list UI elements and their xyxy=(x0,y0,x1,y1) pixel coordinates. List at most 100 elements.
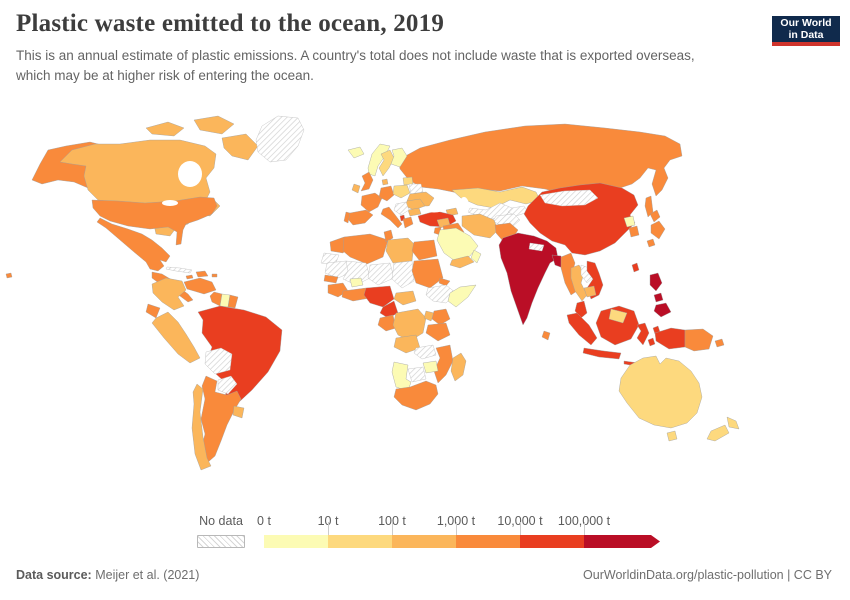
country-peru[interactable] xyxy=(151,311,201,364)
country-uganda[interactable] xyxy=(423,310,435,322)
country-zimbabwe[interactable] xyxy=(422,360,439,374)
country-spain[interactable] xyxy=(346,209,374,226)
country-madagascar[interactable] xyxy=(450,352,467,382)
country-belarus[interactable] xyxy=(408,183,424,195)
country-tasmania[interactable] xyxy=(666,430,678,442)
country-japan-kyushu[interactable] xyxy=(646,238,656,248)
country-japan-hokkaido[interactable] xyxy=(649,209,661,223)
country-niger[interactable] xyxy=(367,262,395,286)
country-france[interactable] xyxy=(360,192,383,213)
country-argentina[interactable] xyxy=(200,375,242,464)
country-hispaniola[interactable] xyxy=(195,270,209,278)
country-mexico[interactable] xyxy=(96,217,171,272)
country-south-africa[interactable] xyxy=(393,380,439,411)
country-nepal[interactable] xyxy=(528,242,545,252)
country-north-korea[interactable] xyxy=(623,215,636,228)
country-saudi-arabia[interactable] xyxy=(436,227,479,262)
country-canada-arctic-1[interactable] xyxy=(145,121,185,137)
country-india[interactable] xyxy=(498,232,559,326)
country-paraguay[interactable] xyxy=(217,375,238,395)
country-sweden[interactable] xyxy=(378,149,395,177)
country-south-korea[interactable] xyxy=(628,225,640,238)
legend-bucket-5[interactable] xyxy=(584,535,660,548)
country-new-zealand-north[interactable] xyxy=(726,416,740,430)
country-venezuela[interactable] xyxy=(183,277,217,295)
country-uruguay[interactable] xyxy=(232,405,245,419)
legend-no-data-swatch[interactable] xyxy=(197,535,245,548)
country-denmark[interactable] xyxy=(381,178,389,186)
country-libya[interactable] xyxy=(385,237,415,264)
country-puerto-rico[interactable] xyxy=(211,273,218,278)
country-indonesia-java[interactable] xyxy=(582,347,622,360)
country-congo-gabon[interactable] xyxy=(377,314,397,332)
country-indonesia-moluccas-2[interactable] xyxy=(647,337,656,347)
country-canada-arctic-2[interactable] xyxy=(193,115,235,135)
country-papua-new-guinea[interactable] xyxy=(684,328,714,352)
country-namibia[interactable] xyxy=(391,361,412,392)
country-italy[interactable] xyxy=(380,206,403,229)
country-sudan[interactable] xyxy=(411,258,444,289)
country-finland[interactable] xyxy=(390,147,408,168)
country-mongolia[interactable] xyxy=(539,189,599,207)
country-botswana[interactable] xyxy=(407,366,427,383)
country-colombia[interactable] xyxy=(151,277,187,311)
country-tunisia[interactable] xyxy=(383,229,394,243)
country-taiwan[interactable] xyxy=(631,262,640,273)
country-new-zealand-south[interactable] xyxy=(706,424,730,442)
country-cambodia[interactable] xyxy=(583,285,597,298)
country-indonesia-borneo[interactable] xyxy=(595,305,640,346)
country-egypt[interactable] xyxy=(411,239,438,261)
country-oman[interactable] xyxy=(470,249,482,264)
legend-bucket-0[interactable] xyxy=(264,535,328,548)
owid-logo[interactable]: Our World in Data xyxy=(772,16,840,46)
country-senegal[interactable] xyxy=(323,274,339,284)
country-iran[interactable] xyxy=(461,213,499,239)
country-indonesia-sumatra[interactable] xyxy=(566,312,598,346)
country-philippines-mindanao[interactable] xyxy=(653,302,672,318)
country-central-african-republic[interactable] xyxy=(393,290,417,306)
country-ecuador[interactable] xyxy=(145,303,161,319)
country-usa[interactable] xyxy=(91,196,218,246)
country-somalia[interactable] xyxy=(447,284,477,308)
country-uk[interactable] xyxy=(360,171,374,192)
country-brunei[interactable] xyxy=(608,308,628,324)
country-portugal[interactable] xyxy=(343,211,351,224)
country-algeria[interactable] xyxy=(342,233,389,265)
country-greece[interactable] xyxy=(402,216,414,229)
country-new-britain[interactable] xyxy=(714,338,725,348)
country-zambia[interactable] xyxy=(413,344,437,360)
country-chad[interactable] xyxy=(391,260,415,289)
country-eritrea[interactable] xyxy=(438,277,451,287)
country-canada-arctic-3[interactable] xyxy=(221,133,259,161)
country-indonesia-sulawesi[interactable] xyxy=(636,322,650,346)
country-tanzania[interactable] xyxy=(425,322,451,342)
country-greenland[interactable] xyxy=(255,115,305,163)
country-poland[interactable] xyxy=(392,184,411,199)
country-ireland[interactable] xyxy=(351,183,361,194)
country-sri-lanka[interactable] xyxy=(541,330,551,341)
country-germany[interactable] xyxy=(378,185,395,202)
country-balkans[interactable] xyxy=(393,201,410,216)
country-yemen[interactable] xyxy=(449,255,475,269)
country-japan-honshu[interactable] xyxy=(650,220,666,240)
legend-bucket-3[interactable] xyxy=(456,535,520,548)
attribution-link[interactable]: OurWorldinData.org/plastic-pollution | C… xyxy=(583,568,832,582)
legend-bucket-2[interactable] xyxy=(392,535,456,548)
country-french-guiana[interactable] xyxy=(227,294,239,309)
country-bolivia[interactable] xyxy=(204,347,233,375)
country-usa-hawaii[interactable] xyxy=(5,272,13,279)
country-australia[interactable] xyxy=(618,355,703,429)
country-jamaica[interactable] xyxy=(185,274,194,280)
country-iceland[interactable] xyxy=(347,146,365,159)
country-mozambique[interactable] xyxy=(433,344,454,384)
legend-bucket-1[interactable] xyxy=(328,535,392,548)
country-philippines-visayas[interactable] xyxy=(653,292,664,303)
country-mauritania[interactable] xyxy=(324,260,351,279)
country-cuba[interactable] xyxy=(165,266,193,274)
country-burkina-faso[interactable] xyxy=(349,277,364,288)
country-chile[interactable] xyxy=(191,383,212,471)
country-kyrgyzstan-tajikistan[interactable] xyxy=(507,205,529,217)
country-bulgaria[interactable] xyxy=(407,207,422,217)
country-ghana-ivory-coast[interactable] xyxy=(341,287,371,302)
legend-bucket-4[interactable] xyxy=(520,535,584,548)
